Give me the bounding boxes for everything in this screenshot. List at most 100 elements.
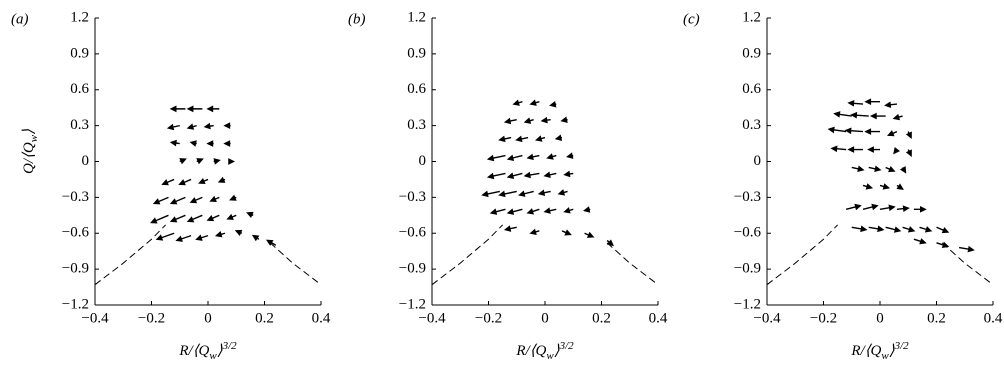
arrow	[206, 140, 214, 147]
arrow	[223, 140, 231, 147]
dashed-curve	[94, 224, 322, 286]
arrow	[896, 205, 910, 212]
x-axis-label: R/⟨Qw⟩3/2	[515, 340, 574, 362]
arrow	[523, 171, 540, 179]
arrow	[217, 176, 226, 183]
arrow	[529, 99, 540, 106]
arrow	[503, 225, 517, 232]
y-tick-label: 0	[419, 153, 427, 169]
x-label-base: R/⟨Q	[515, 343, 546, 359]
arrow	[189, 140, 197, 147]
arrow	[234, 229, 243, 236]
x-label-sup: 3/2	[559, 340, 575, 352]
arrow	[899, 166, 907, 174]
arrow	[885, 165, 896, 173]
x-tick-label: −0.2	[810, 310, 837, 326]
y-tick-label: 0.9	[407, 45, 426, 61]
panel: (a) −1.2 −0.9 −0.6 −0.3 0 0.3 0.6 0.9 1.2 −0.4 −0.2…	[11, 9, 331, 361]
arrow	[498, 135, 512, 143]
arrow	[905, 131, 912, 140]
x-tick-label: 0.4	[312, 310, 331, 326]
arrow	[213, 158, 221, 165]
x-label-rest: ⟩	[217, 343, 223, 359]
y-tick-label: 0.3	[742, 117, 761, 133]
arrow	[563, 207, 574, 214]
x-tick-label: 0.2	[255, 310, 274, 326]
arrow	[845, 203, 862, 211]
arrow	[887, 130, 898, 137]
arrow	[228, 158, 236, 165]
y-tick-label: −1.2	[399, 296, 426, 312]
arrow	[885, 226, 902, 233]
arrow	[546, 153, 557, 160]
x-label-sup: 3/2	[222, 340, 238, 352]
arrow	[523, 117, 534, 124]
x-tick-label: −0.4	[81, 310, 109, 326]
x-tick-label: 0	[204, 310, 212, 326]
arrow	[543, 207, 557, 214]
x-label-sub: w	[546, 350, 554, 362]
arrow	[864, 98, 880, 106]
y-tick-label: −0.3	[734, 189, 761, 205]
arrow	[169, 139, 180, 147]
arrow	[850, 111, 869, 119]
x-tick-label: −0.4	[753, 310, 781, 326]
dashed-curve	[431, 224, 659, 286]
y-tick-label: −0.3	[62, 189, 89, 205]
arrow	[893, 146, 900, 155]
y-label-base: Q/⟨Q	[21, 142, 37, 174]
arrow	[526, 208, 540, 215]
arrow	[152, 196, 169, 205]
y-label-rest: ⟩	[21, 129, 37, 135]
y-tick-label: −0.3	[399, 189, 426, 205]
arrow	[896, 183, 904, 190]
x-label-rest: ⟩	[554, 343, 560, 359]
arrow	[958, 245, 975, 253]
arrow	[919, 226, 933, 233]
arrow	[506, 172, 523, 179]
arrow	[150, 214, 169, 224]
arrow	[179, 158, 187, 165]
y-tick-label: 0.3	[407, 117, 426, 133]
arrow	[169, 105, 186, 113]
y-label-sub: w	[28, 134, 40, 142]
y-tick-label: −1.2	[734, 296, 761, 312]
arrow	[833, 111, 852, 118]
y-tick-label: −1.2	[62, 296, 89, 312]
arrow	[537, 189, 551, 196]
arrow	[913, 206, 927, 213]
arrow	[161, 178, 175, 186]
y-tick-label: 1.2	[407, 9, 426, 25]
panel: (b) −1.2 −0.9 −0.6 −0.3 0 0.3 0.6 0.9 1.2 −0.4 −0.2…	[348, 9, 668, 361]
y-tick-label: 0.3	[70, 117, 89, 133]
arrow	[936, 226, 950, 234]
arrow	[862, 203, 879, 211]
x-tick-label: −0.2	[138, 310, 165, 326]
arrow	[827, 126, 847, 134]
arrow	[214, 231, 226, 238]
y-tick-label: −0.6	[399, 225, 427, 241]
arrow	[503, 117, 517, 125]
arrow	[851, 165, 865, 173]
arrow	[186, 105, 203, 113]
x-tick-label: 0	[541, 310, 549, 326]
arrow	[549, 100, 557, 108]
x-label-sub: w	[881, 350, 889, 362]
y-tick-label: 0	[754, 153, 762, 169]
arrow	[178, 178, 192, 186]
y-tick-label: 0.6	[70, 81, 89, 97]
arrow	[566, 152, 574, 159]
arrow	[847, 100, 864, 107]
arrow	[584, 231, 595, 238]
arrow	[206, 214, 220, 222]
y-tick-label: 0	[82, 153, 90, 169]
arrow	[529, 228, 540, 236]
arrow	[606, 239, 615, 247]
arrow	[486, 154, 506, 162]
arrow	[251, 234, 260, 242]
arrow	[209, 195, 220, 202]
arrow	[526, 153, 540, 161]
x-tick-label: 0.2	[592, 310, 611, 326]
x-label-sub: w	[209, 350, 217, 362]
x-tick-label: −0.4	[418, 310, 446, 326]
